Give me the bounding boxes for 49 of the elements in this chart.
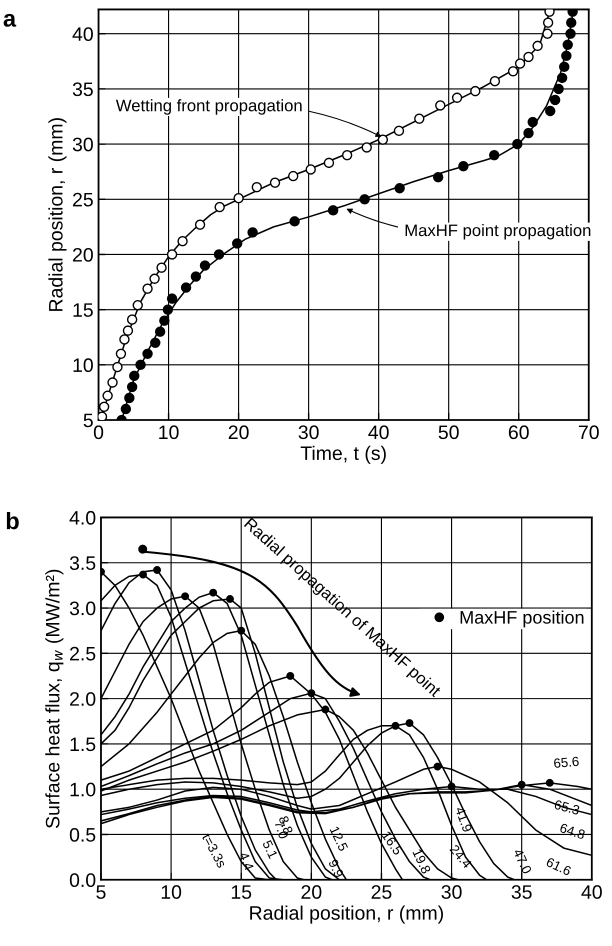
y-tick-label: 1.0 xyxy=(70,782,96,796)
x-axis-title: Radial position, r (mm) xyxy=(250,906,443,924)
y-tick-label: 30 xyxy=(72,138,93,152)
series-label: 65.6 xyxy=(554,756,579,768)
x-tick-label: 40 xyxy=(581,885,602,899)
legend-label: MaxHF position xyxy=(460,610,584,628)
y-tick-label: 0.0 xyxy=(70,873,96,888)
x-tick-label: 5 xyxy=(96,885,106,899)
chart-title: b xyxy=(6,512,19,530)
x-tick-label: 15 xyxy=(232,885,252,899)
x-tick-label: 20 xyxy=(302,885,322,899)
y-tick-label: 10 xyxy=(74,358,93,372)
x-tick-label: 25 xyxy=(372,885,392,899)
text: 12.5 xyxy=(330,826,348,852)
x-tick-label: 40 xyxy=(368,425,389,440)
y-tick-label: 40 xyxy=(72,27,93,41)
y-tick-label: 25 xyxy=(73,192,93,207)
x-tick-label: 30 xyxy=(441,885,462,899)
x-tick-label: 60 xyxy=(508,425,529,440)
x-tick-label: 10 xyxy=(162,885,182,899)
y-tick-label: 5 xyxy=(84,414,93,428)
x-tick-label: 0 xyxy=(94,425,104,440)
y-tick-label: 3.0 xyxy=(70,602,96,616)
text: 61.6 xyxy=(546,857,572,876)
annotation: MaxHF point propagation xyxy=(406,224,590,240)
y-tick-label: 15 xyxy=(74,303,93,317)
x-axis-title: Time, t (s) xyxy=(300,446,386,464)
text: 5.1 xyxy=(262,840,278,860)
x-tick-label: 50 xyxy=(438,425,459,440)
y-axis-title: Radial position, r (mm) xyxy=(48,118,66,311)
x-tick-label: 10 xyxy=(159,425,179,440)
text: t=3.3s xyxy=(202,832,227,868)
x-tick-label: 70 xyxy=(578,425,599,440)
text: 47.0 xyxy=(513,848,532,874)
x-tick-label: 30 xyxy=(298,425,319,440)
x-tick-label: 35 xyxy=(512,885,532,899)
x-tick-label: 20 xyxy=(228,425,249,440)
y-tick-label: 20 xyxy=(73,248,93,262)
y-tick-label: 4.0 xyxy=(70,510,96,525)
y-tick-label: 3.5 xyxy=(70,556,96,570)
y-tick-label: 35 xyxy=(72,82,93,96)
y-axis-title: Surface heat flux, q$_{w}$ (MW/m²) xyxy=(45,570,64,828)
chart-title: a xyxy=(4,14,16,27)
y-tick-label: 2.5 xyxy=(70,646,96,661)
y-tick-label: 2.0 xyxy=(70,692,96,706)
y-tick-label: 0.5 xyxy=(70,828,96,842)
annotation: Wetting front propagation xyxy=(116,99,302,115)
y-tick-label: 1.5 xyxy=(70,738,96,752)
text: 19.8 xyxy=(412,848,432,874)
